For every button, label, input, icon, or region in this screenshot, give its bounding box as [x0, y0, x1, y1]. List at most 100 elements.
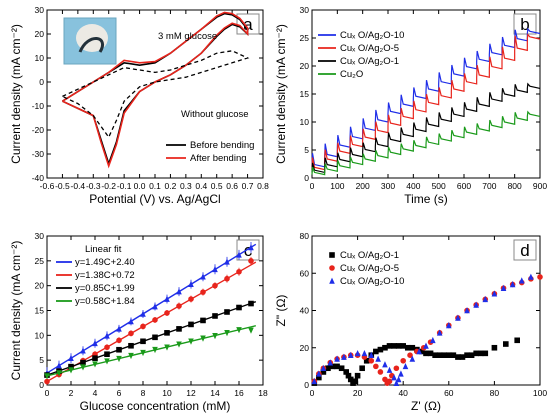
data-point	[514, 337, 520, 344]
data-point	[164, 310, 170, 316]
y-tick-label: 5	[304, 145, 309, 155]
data-point	[80, 347, 86, 354]
y-tick-label: 30	[35, 5, 45, 15]
y-tick-label: 60	[300, 268, 310, 278]
data-point	[482, 350, 489, 357]
y-tick-label: 30	[35, 231, 45, 241]
data-point	[450, 352, 457, 358]
y-tick-label: 20	[300, 61, 310, 71]
panel-d: 0 20 40 60 80 100 0 20 40 60 80 Z' (Ω) Z" (Ω) d Cuₓ O/…	[274, 231, 547, 413]
data-point	[104, 351, 110, 358]
y-tick-label: 20	[35, 281, 45, 291]
data-point	[386, 343, 393, 349]
data-point	[56, 362, 62, 369]
data-point	[395, 376, 402, 383]
data-point	[212, 313, 218, 319]
data-point	[418, 348, 425, 355]
data-point	[116, 346, 122, 353]
y-tick-label: -30	[32, 149, 45, 159]
x-tick-label: 0	[310, 388, 315, 398]
data-point	[391, 374, 397, 381]
x-tick-label: 400	[406, 181, 420, 191]
data-point	[316, 374, 322, 381]
data-point	[404, 344, 411, 351]
x-tick-label: 60	[444, 388, 454, 398]
x-tick-label: 0	[45, 388, 50, 398]
data-point	[503, 341, 509, 347]
data-point	[338, 365, 345, 372]
data-point	[224, 330, 230, 337]
data-point	[347, 376, 354, 383]
data-point	[402, 362, 409, 370]
data-point	[116, 325, 122, 332]
x-tick-label: 20	[353, 388, 363, 398]
data-point	[68, 363, 74, 370]
data-point	[464, 352, 470, 358]
legend-label: Before bending	[190, 140, 254, 151]
y-tick-label: 10	[300, 117, 310, 127]
data-point	[537, 274, 543, 280]
data-point	[395, 343, 402, 349]
data-point	[398, 370, 404, 377]
data-point	[152, 334, 158, 341]
panel-letter: b	[520, 15, 529, 34]
data-point	[188, 296, 194, 302]
data-point	[188, 280, 194, 287]
data-point	[416, 348, 422, 355]
series-line	[311, 33, 541, 171]
data-point	[140, 349, 146, 357]
legend-title: Linear fit	[85, 244, 122, 255]
data-point	[386, 378, 393, 385]
data-point	[188, 338, 194, 345]
y-tick-label: 10	[35, 53, 45, 63]
x-tick-label: 80	[490, 388, 500, 398]
x-tick-label: 40	[398, 388, 408, 398]
panel-a: -0.6 -0.5 -0.4 -0.3 -0.2 -0.1 0.0 0.1 0.2 0.3 0.4 0…	[9, 5, 269, 206]
y-tick-label: 30	[300, 5, 310, 15]
panel-letter: d	[520, 241, 529, 260]
legend-label: y=1.38C+0.72	[75, 270, 135, 281]
data-point	[236, 327, 242, 334]
legend-label: Cuₓ O/Ag₂O-5	[340, 43, 399, 54]
data-point	[316, 370, 322, 377]
data-point	[400, 343, 406, 349]
x-tick-label: 200	[356, 181, 370, 191]
data-point	[518, 277, 525, 284]
y-tick-label: 0	[39, 380, 44, 390]
y-tick-label: 15	[35, 306, 45, 316]
data-point	[459, 354, 466, 360]
data-point	[377, 369, 384, 375]
x-axis-label: Glucose concentration (mM)	[80, 399, 231, 413]
data-point	[236, 251, 242, 258]
data-point	[320, 369, 327, 375]
data-point	[400, 357, 407, 364]
data-point	[56, 370, 62, 377]
data-point	[377, 346, 384, 353]
series-line	[62, 50, 250, 139]
data-point	[363, 357, 370, 364]
y-tick-label: -10	[32, 101, 45, 111]
x-tick-label: 18	[258, 388, 268, 398]
data-point	[436, 329, 443, 336]
legend-label: Cuₓ O/Ag₂O-1	[340, 250, 399, 261]
legend-label: Cuₓ O/Ag₂O-1	[340, 56, 399, 67]
data-point	[468, 352, 475, 358]
x-tick-label: 0.0	[134, 181, 146, 191]
data-point	[343, 369, 349, 375]
data-point	[68, 354, 74, 361]
x-tick-label: 0.1	[149, 181, 161, 191]
data-point	[188, 321, 194, 328]
data-point	[423, 350, 429, 357]
x-tick-label: 300	[381, 181, 395, 191]
y-tick-label: 25	[300, 33, 310, 43]
legend-label: Cuₓ O/Ag₂O-10	[340, 30, 404, 41]
data-point	[359, 365, 365, 372]
data-point	[373, 348, 379, 355]
data-point	[152, 303, 158, 310]
legend-label: Cuₓ O/Ag₂O-5	[340, 263, 399, 274]
fit-line	[46, 325, 256, 377]
data-point	[382, 361, 388, 368]
x-tick-label: 12	[186, 388, 196, 398]
data-point	[473, 350, 479, 357]
data-point	[224, 258, 230, 265]
